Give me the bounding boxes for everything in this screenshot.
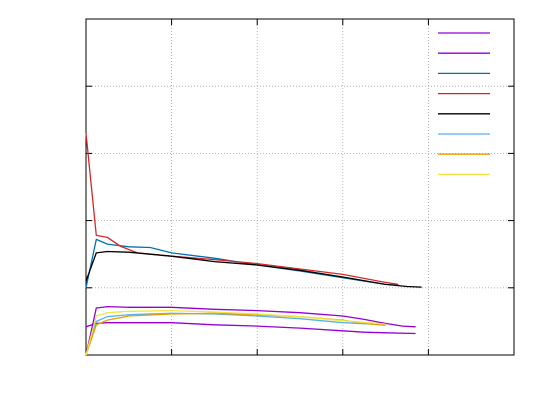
- series-line-8: [85, 309, 386, 356]
- grid-layer: [86, 19, 514, 355]
- series-layer: [85, 133, 422, 356]
- plot-frame: [85, 18, 515, 356]
- ticks-layer: [85, 18, 515, 356]
- series-line-5: [85, 250, 422, 288]
- legend: [438, 32, 490, 176]
- series-line-2: [85, 305, 416, 356]
- series-line-4: [85, 133, 399, 286]
- series-line-7: [85, 312, 386, 356]
- series-line-1: [85, 322, 416, 335]
